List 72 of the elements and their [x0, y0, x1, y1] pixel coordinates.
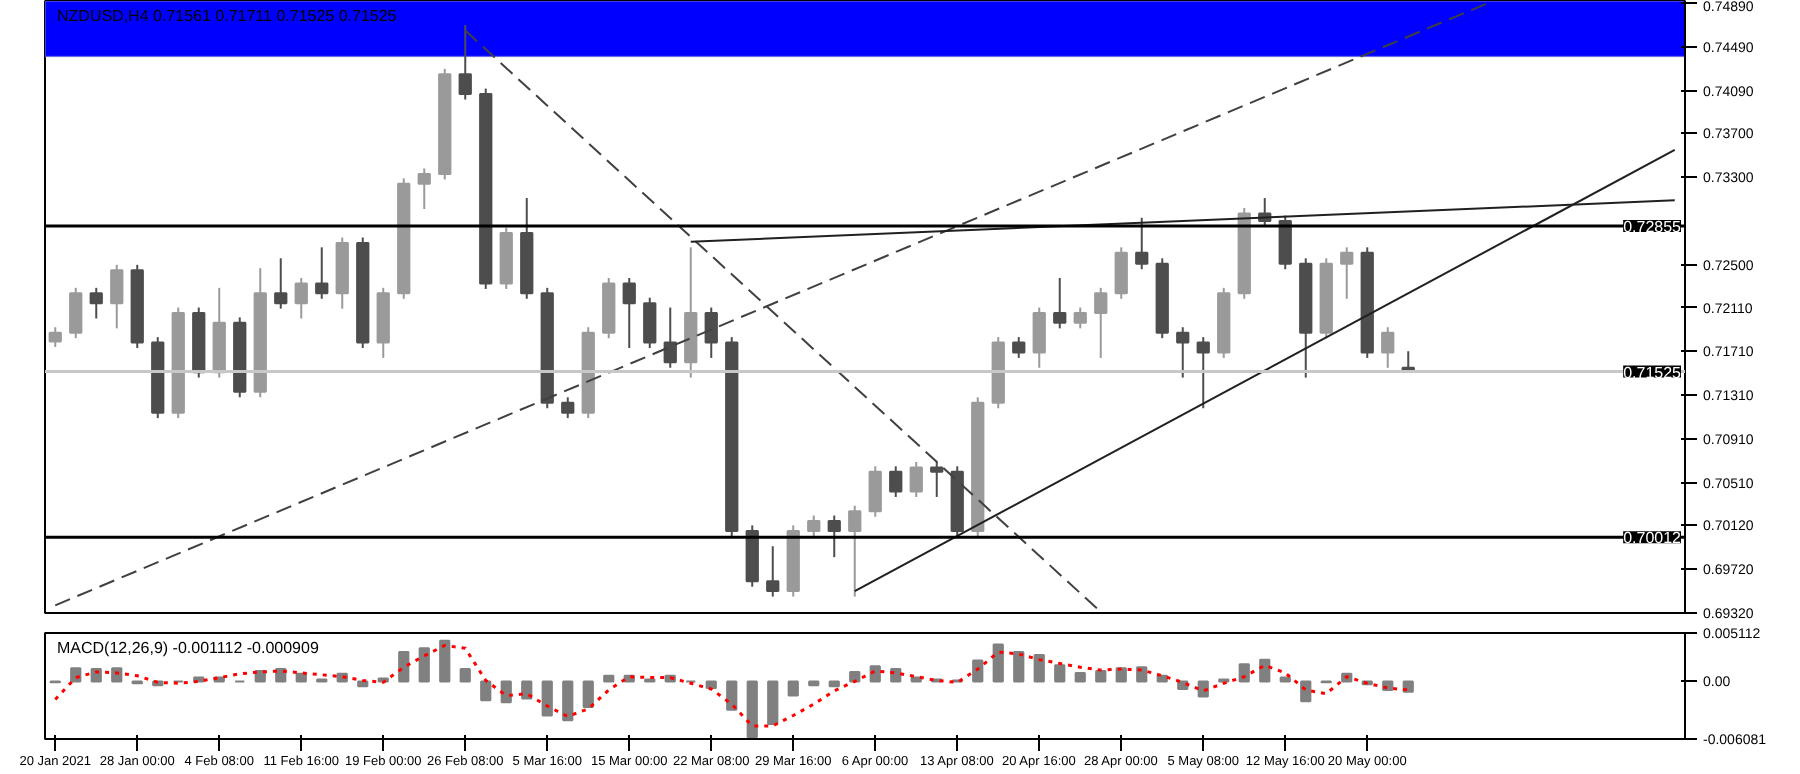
bar	[480, 680, 492, 702]
bar	[562, 680, 574, 722]
bar	[767, 680, 779, 726]
bar	[541, 680, 553, 717]
candlestick	[909, 460, 923, 498]
candlestick	[110, 263, 124, 330]
candlestick	[315, 246, 329, 300]
candlestick	[417, 167, 431, 211]
candlestick	[1278, 214, 1292, 271]
bar	[459, 668, 471, 683]
ref-line-label: 0.71525	[1623, 363, 1683, 382]
candlestick	[663, 306, 677, 369]
bar	[521, 680, 533, 700]
bar	[1033, 653, 1045, 683]
bar	[828, 680, 840, 688]
bar	[705, 680, 717, 690]
candlestick	[1094, 286, 1108, 359]
candlestick	[1053, 276, 1067, 330]
candlestick	[561, 396, 575, 420]
candlestick	[69, 286, 83, 340]
bar	[1054, 664, 1066, 683]
candlestick	[294, 276, 308, 320]
candlestick	[274, 257, 288, 310]
bar	[603, 674, 615, 683]
ref-line-label: 0.72855	[1623, 217, 1683, 236]
candlestick	[807, 514, 821, 538]
candlestick	[89, 286, 103, 320]
bar	[439, 639, 451, 683]
candlestick	[1012, 336, 1026, 359]
bar	[1095, 669, 1107, 683]
bar	[357, 680, 369, 688]
bar	[992, 643, 1004, 683]
bar	[90, 668, 102, 683]
candlestick	[1073, 306, 1087, 330]
bar	[500, 680, 512, 704]
bar	[418, 647, 430, 683]
candlestick	[848, 504, 862, 598]
candlestick	[458, 24, 472, 101]
bar	[111, 667, 123, 683]
line-series	[53, 643, 1410, 728]
bar	[972, 659, 984, 683]
candlestick	[889, 465, 903, 498]
bar	[746, 680, 758, 739]
candlestick	[1135, 216, 1149, 271]
bar	[582, 680, 594, 708]
bar	[1136, 666, 1148, 683]
candlestick	[827, 514, 841, 559]
candlestick	[1032, 306, 1046, 369]
bar	[869, 665, 881, 683]
candlestick	[1381, 326, 1395, 369]
candlestick	[48, 326, 62, 348]
annotation: MACD(12,26,9) -0.001112 -0.000909	[57, 639, 320, 657]
bar	[1238, 663, 1250, 683]
candlestick	[766, 545, 780, 598]
bar	[1197, 680, 1209, 698]
candlestick	[643, 296, 657, 350]
ref-line-label: 0.70012	[1623, 529, 1683, 548]
candlestick	[704, 306, 718, 359]
candlestick	[1340, 246, 1354, 300]
bar	[726, 680, 738, 711]
candlestick	[622, 276, 636, 350]
bar	[1300, 680, 1312, 703]
chart-title: NZDUSD,H4 0.71561 0.71711 0.71525 0.71525	[57, 7, 398, 25]
bar	[1013, 651, 1025, 683]
candlestick	[1196, 336, 1210, 410]
candlestick	[868, 465, 882, 518]
bar	[1074, 671, 1086, 683]
candlestick	[930, 460, 944, 498]
candlestick	[1114, 246, 1128, 300]
bar	[787, 680, 799, 697]
bar	[398, 651, 410, 683]
candlestick	[1176, 326, 1190, 379]
